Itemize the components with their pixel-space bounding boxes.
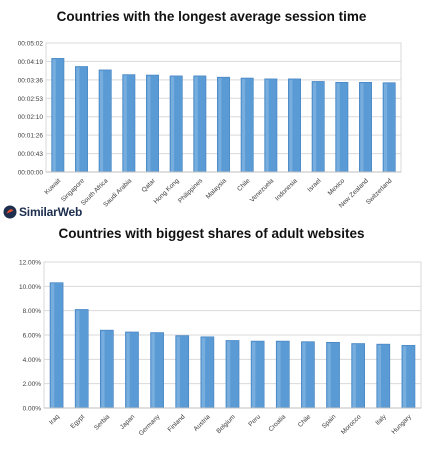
chart-title-session-time: Countries with the longest average sessi… (56, 9, 367, 24)
adult-category-label: Germany (138, 413, 162, 437)
adult-bar-croatia (275, 340, 290, 409)
similarweb-logo-text: SimilarWeb (19, 205, 83, 219)
session-ytick-label: 00:02:10 (18, 114, 44, 121)
session-bar-mexico (335, 81, 349, 173)
adult-plot-area (43, 261, 422, 409)
adult-ytick-label: 2.00% (23, 381, 42, 388)
adult-category-label: Egypt (69, 413, 86, 430)
chart-title-adult-websites: Countries with biggest shares of adult w… (58, 226, 365, 241)
session-bar-chile (240, 77, 254, 173)
adult-category-label: Italy (374, 413, 388, 427)
session-bar-switzerland (382, 82, 396, 173)
session-ytick-label: 00:00:43 (18, 151, 44, 158)
session-category-label: Israel (306, 177, 323, 194)
adult-ytick-label: 4.00% (23, 357, 42, 364)
session-bar-philippines (193, 75, 207, 173)
adult-category-label: Belgium (215, 413, 237, 435)
session-bar-singapore (75, 66, 88, 173)
adult-bar-morocco (351, 343, 366, 409)
adult-bar-peru (250, 340, 265, 409)
adult-category-label: Austria (193, 413, 213, 433)
adult-bar-finland (175, 335, 190, 409)
session-category-label: Kuwait (43, 177, 62, 196)
adult-category-label: Iraq (48, 413, 61, 426)
adult-bar-spain (326, 341, 340, 409)
adult-category-label: Finland (167, 413, 187, 433)
session-ytick-label: 00:02:53 (18, 96, 44, 103)
session-time-chart: 00:00:00 00:00:43 00:01:26 00:02:10 00:02:53… (18, 41, 402, 210)
adult-bar-italy (376, 343, 391, 409)
adult-bar-serbia (99, 329, 114, 409)
session-ytick-label: 00:04:19 (18, 59, 44, 66)
session-bar-south-africa (98, 69, 112, 173)
session-category-label: Mexico (327, 177, 347, 197)
session-ytick-label: 00:00:00 (18, 170, 44, 177)
adult-ytick-label: 0.00% (23, 406, 42, 413)
adult-ytick-label: 8.00% (23, 308, 42, 315)
session-bar-hong-kong (169, 75, 183, 173)
session-category-label: Philippines (177, 177, 205, 205)
adult-ytick-label: 6.00% (23, 333, 42, 340)
adult-ytick-label: 10.00% (19, 284, 41, 291)
session-category-label: Hong Kong (153, 177, 181, 205)
similarweb-logo: SimilarWeb (3, 204, 82, 220)
adult-category-label: Serbia (93, 413, 112, 432)
session-bar-saudi-arabia (122, 74, 136, 173)
adult-category-label: Peru (247, 413, 262, 428)
adult-bar-belgium (225, 340, 240, 409)
session-ytick-label: 00:01:26 (18, 133, 44, 140)
adult-bar-iraq (49, 282, 64, 409)
adult-category-label: Morocco (340, 413, 363, 436)
adult-bar-germany (150, 332, 164, 409)
session-bar-new-zealand (359, 81, 372, 173)
session-category-label: Switzerland (365, 177, 394, 206)
session-bar-indonesia (288, 78, 301, 173)
adult-category-label: Japan (119, 413, 137, 431)
session-bar-israel (311, 81, 325, 173)
adult-category-label: Spain (321, 413, 338, 430)
session-category-label: Venezuela (249, 177, 276, 204)
adult-bar-chile (301, 341, 315, 409)
session-bar-malaysia (217, 76, 230, 173)
adult-bar-japan (125, 331, 139, 409)
adult-bar-austria (200, 336, 215, 409)
adult-bar-egypt (74, 309, 89, 409)
session-bar-venezuela (264, 78, 278, 173)
adult-category-label: Chile (297, 413, 313, 429)
session-ytick-label: 00:03:36 (18, 77, 44, 84)
adult-bar-hungary (401, 345, 416, 409)
session-category-label: Malaysia (205, 177, 228, 200)
adult-category-label: Hungary (391, 413, 414, 436)
session-ytick-label: 00:05:02 (18, 41, 44, 48)
similarweb-logo-icon (3, 205, 17, 219)
session-category-label: Indonesia (274, 177, 299, 202)
session-bar-kuwait (51, 58, 65, 173)
adult-category-label: Croatia (267, 413, 287, 433)
session-bar-qatar (146, 74, 159, 173)
session-category-label: Chile (236, 177, 252, 193)
session-category-label: Qatar (140, 177, 157, 194)
adult-ytick-label: 12.00% (19, 260, 41, 267)
